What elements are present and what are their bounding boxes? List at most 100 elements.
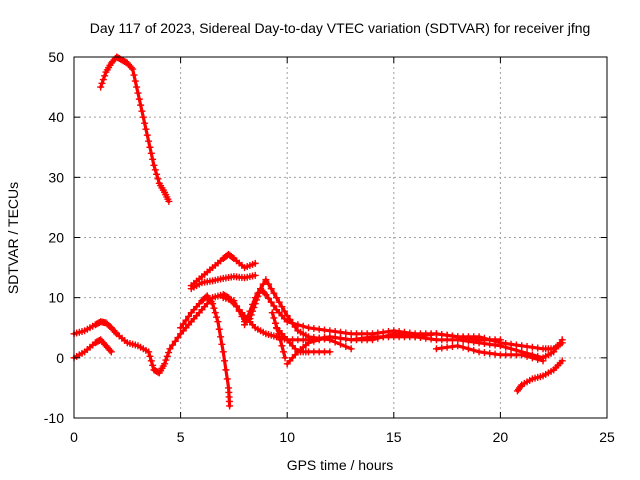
series-arc-2 [70, 291, 566, 377]
data-point [221, 357, 229, 365]
y-tick-label: 50 [48, 49, 64, 65]
y-tick-label: 20 [48, 230, 64, 246]
data-point [130, 71, 138, 79]
data-point [279, 348, 287, 356]
data-point [518, 351, 526, 359]
axis-ticks: -10 0 10 20 30 40 50 0 5 10 15 20 25 [44, 49, 615, 445]
series-arc-13 [432, 342, 547, 365]
data-point [271, 319, 279, 327]
y-axis-label: SDTVAR / TECUs [5, 182, 21, 294]
data-point [321, 334, 329, 342]
data-point [528, 343, 536, 351]
data-point [315, 325, 323, 333]
data-point [243, 314, 251, 322]
data-point [475, 348, 483, 356]
data-point [278, 342, 286, 350]
data-point [270, 314, 278, 322]
data-point [416, 332, 424, 340]
series-arc-6 [187, 271, 259, 293]
data-point [480, 349, 488, 357]
series-arc-12 [513, 357, 566, 395]
data-point [384, 331, 392, 339]
data-point [238, 312, 246, 320]
data-point [291, 323, 299, 331]
data-point [251, 271, 259, 279]
data-point [174, 334, 182, 342]
data-point [127, 64, 135, 72]
data-point [523, 343, 531, 351]
data-point [438, 331, 446, 339]
data-point [97, 83, 105, 91]
data-point [145, 137, 153, 145]
y-tick-label: 0 [56, 350, 64, 366]
data-point [267, 298, 275, 306]
data-point [162, 356, 170, 364]
data-point [163, 352, 171, 360]
data-point [241, 321, 249, 329]
data-point [518, 342, 526, 350]
data-point [165, 349, 173, 357]
data-point [165, 197, 173, 205]
data-point [411, 333, 419, 341]
data-point [261, 289, 269, 297]
data-point [135, 95, 143, 103]
series-arc-5 [187, 250, 259, 290]
data-point [149, 155, 157, 163]
data-point [246, 307, 254, 315]
series-arc-10 [268, 309, 289, 362]
data-point [331, 334, 339, 342]
data-point [139, 113, 147, 121]
data-point [305, 339, 313, 347]
series-arc-11 [283, 330, 504, 368]
data-point [146, 352, 154, 360]
data-point [251, 259, 259, 267]
data-point [223, 375, 231, 383]
data-point [331, 328, 339, 336]
series-track [72, 293, 564, 375]
grid [74, 57, 607, 418]
data-point [491, 350, 499, 358]
data-point [432, 330, 440, 338]
data-point [432, 345, 440, 353]
data-point [310, 337, 318, 345]
data-point [257, 285, 265, 293]
data-point [422, 331, 430, 339]
data-point [321, 326, 329, 334]
data-point [265, 280, 273, 288]
data-point [496, 336, 504, 344]
x-tick-label: 25 [599, 429, 615, 445]
x-axis-label: GPS time / hours [287, 457, 394, 473]
data-point [211, 309, 219, 317]
y-tick-label: 40 [48, 109, 64, 125]
data-point [395, 331, 403, 339]
data-point [143, 131, 151, 139]
data-point [342, 335, 350, 343]
data-point [270, 289, 278, 297]
data-point [214, 318, 222, 326]
data-point [558, 357, 566, 365]
data-point [368, 330, 376, 338]
data-point [486, 349, 494, 357]
data-point [98, 79, 106, 87]
data-point [177, 324, 185, 332]
data-point [169, 341, 177, 349]
data-point [179, 320, 187, 328]
data-point [448, 332, 456, 340]
data-point [209, 300, 217, 308]
data-point [149, 361, 157, 369]
data-point [539, 357, 547, 365]
data-point [270, 302, 278, 310]
data-point [315, 336, 323, 344]
data-point [230, 297, 238, 305]
data-point [273, 325, 281, 333]
data-point [337, 334, 344, 342]
data-point [153, 170, 161, 178]
data-point [226, 402, 234, 410]
data-point [337, 340, 344, 348]
data-point [133, 83, 141, 91]
data-point [129, 65, 137, 73]
x-tick-label: 0 [70, 429, 78, 445]
data-point [464, 334, 472, 342]
data-point [222, 366, 230, 374]
data-point [512, 341, 520, 349]
